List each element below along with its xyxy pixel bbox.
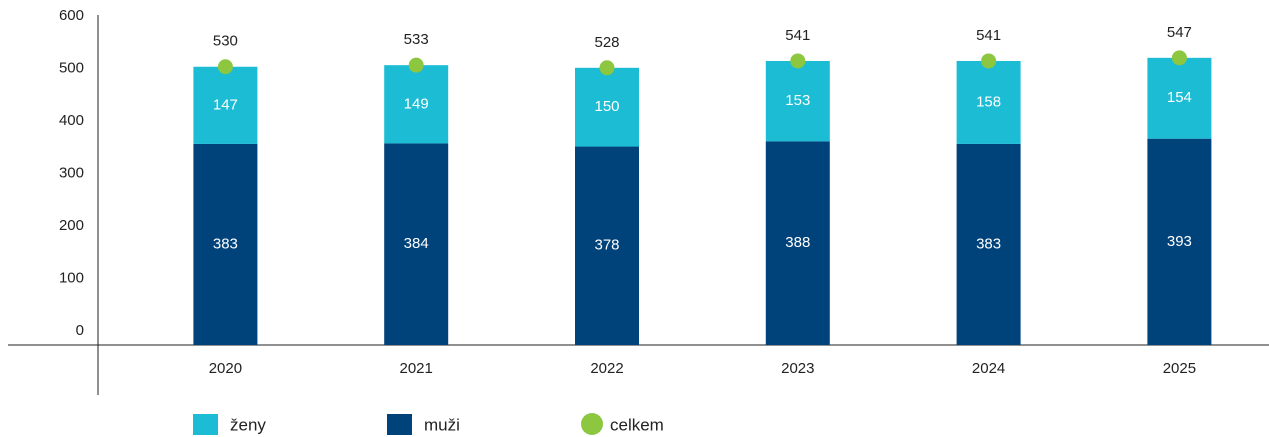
segment-label: 150	[594, 98, 619, 115]
y-tick-label: 300	[59, 164, 84, 181]
x-tick-label: 2023	[781, 360, 814, 377]
x-tick-label: 2021	[400, 360, 433, 377]
total-label: 528	[594, 34, 619, 51]
segment-label: 388	[785, 234, 810, 251]
legend-swatch	[193, 414, 218, 435]
segment-label: 158	[976, 93, 1001, 110]
segment-label: 383	[213, 235, 238, 252]
total-label: 547	[1167, 24, 1192, 41]
legend-label: ženy	[230, 415, 266, 434]
y-tick-label: 200	[59, 217, 84, 234]
legend-swatch	[387, 414, 412, 435]
y-tick-label: 500	[59, 59, 84, 76]
total-label: 541	[976, 27, 1001, 44]
bar-segment	[193, 143, 258, 345]
y-tick-label: 100	[59, 269, 84, 286]
x-tick-label: 2025	[1163, 360, 1196, 377]
total-marker	[599, 60, 615, 76]
bar-segment	[384, 65, 449, 144]
y-tick-label: 0	[76, 322, 84, 339]
bar-segment	[956, 143, 1021, 345]
total-marker	[217, 59, 233, 75]
segment-label: 154	[1167, 89, 1192, 106]
bar-segment	[956, 60, 1021, 144]
legend-swatch	[581, 413, 603, 435]
x-tick-label: 2022	[590, 360, 623, 377]
segment-label: 149	[404, 95, 429, 112]
bar-segment	[575, 67, 639, 147]
bar-segment	[575, 146, 639, 345]
bar-segment	[384, 143, 449, 345]
legend-label: muži	[424, 415, 460, 434]
y-tick-label: 400	[59, 112, 84, 129]
x-tick-label: 2024	[972, 360, 1005, 377]
bar-segment	[1147, 57, 1212, 139]
segment-label: 384	[404, 235, 429, 252]
x-tick-label: 2020	[209, 360, 242, 377]
bar-segment	[765, 60, 830, 142]
total-label: 533	[404, 31, 429, 48]
segment-label: 383	[976, 235, 1001, 252]
y-tick-label: 600	[59, 7, 84, 24]
total-marker	[981, 53, 997, 69]
total-marker	[790, 53, 806, 69]
segment-label: 378	[594, 237, 619, 254]
legend-label: celkem	[610, 415, 664, 434]
total-label: 530	[213, 33, 238, 50]
total-marker	[408, 57, 424, 73]
segment-label: 153	[785, 92, 810, 109]
segment-label: 393	[1167, 233, 1192, 250]
total-label: 541	[785, 27, 810, 44]
bar-segment	[765, 141, 830, 345]
total-marker	[1171, 50, 1187, 66]
segment-label: 147	[213, 96, 238, 113]
bar-segment	[1147, 138, 1212, 345]
bar-segment	[193, 66, 258, 144]
